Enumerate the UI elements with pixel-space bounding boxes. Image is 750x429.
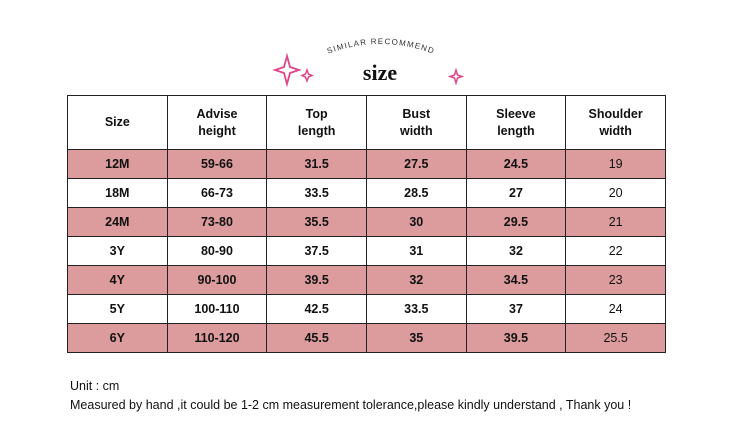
cell: 110-120 — [166, 323, 268, 353]
header-cell: Advise height — [166, 95, 268, 150]
header-cell: Sleeve length — [465, 95, 567, 150]
cell: 32 — [465, 236, 567, 266]
cell: 21 — [565, 207, 666, 237]
cell: 25.5 — [565, 323, 666, 353]
row: 18M 66-73 33.5 28.5 27 20 — [67, 178, 666, 208]
cell: 90-100 — [166, 265, 268, 295]
cell: 31 — [365, 236, 467, 266]
cell: 27.5 — [365, 149, 467, 179]
title: size — [363, 60, 397, 85]
cell: 66-73 — [166, 178, 268, 208]
row: 5Y 100-110 42.5 33.5 37 24 — [67, 294, 666, 324]
cell: 33.5 — [365, 294, 467, 324]
cell: 4Y — [67, 265, 168, 295]
header-cell: Shoulder width — [565, 95, 666, 150]
cell: 24 — [565, 294, 666, 324]
cell: 32 — [365, 265, 467, 295]
sparkle — [300, 67, 314, 84]
row: 3Y 80-90 37.5 31 32 22 — [67, 236, 666, 266]
cell: 45.5 — [266, 323, 367, 353]
header-cell: Bust width — [365, 95, 467, 150]
header-text: Advise — [196, 106, 238, 121]
header-text: height — [198, 123, 236, 138]
note: Unit : cm — [70, 379, 120, 393]
header-cell: Size — [67, 95, 168, 150]
row: 4Y 90-100 39.5 32 34.5 23 — [67, 265, 666, 295]
cell: 24.5 — [465, 149, 567, 179]
cell: 6Y — [67, 323, 168, 353]
cell: 24M — [67, 207, 168, 237]
header-text: Top — [305, 106, 328, 121]
cell: 34.5 — [465, 265, 567, 295]
cell: 37.5 — [266, 236, 367, 266]
cell: 30 — [365, 207, 467, 237]
cell: 3Y — [67, 236, 168, 266]
cell: 39.5 — [266, 265, 367, 295]
header-text: Sleeve — [496, 106, 536, 121]
sparkle — [447, 67, 465, 86]
cell: 37 — [465, 294, 567, 324]
header-text: width — [399, 123, 433, 138]
cell: 33.5 — [266, 178, 367, 208]
cell: 31.5 — [266, 149, 367, 179]
size-table: Size Advise height Top length Bust width Sleeve… — [67, 95, 666, 353]
cell: 27 — [465, 178, 567, 208]
cell: 80-90 — [166, 236, 268, 266]
cell: 59-66 — [166, 149, 268, 179]
cell: 73-80 — [166, 207, 268, 237]
cell: 18M — [67, 178, 168, 208]
header-text: Shoulder — [588, 106, 643, 121]
cell: 5Y — [67, 294, 168, 324]
cell: 23 — [565, 265, 666, 295]
cell: 20 — [565, 178, 666, 208]
cell: 39.5 — [465, 323, 567, 353]
header-text: Size — [104, 115, 130, 129]
sparkle — [272, 52, 302, 88]
header-text: width — [599, 123, 632, 138]
row: 24M 73-80 35.5 30 29.5 21 — [67, 207, 666, 237]
row: 6Y 110-120 45.5 35 39.5 25.5 — [67, 323, 666, 353]
cell: 22 — [565, 236, 666, 266]
cell: 100-110 — [166, 294, 268, 324]
cell: 42.5 — [266, 294, 367, 324]
header-text: Bust — [402, 106, 431, 121]
cell: 29.5 — [465, 207, 567, 237]
header-text: length — [497, 123, 535, 138]
row: 12M 59-66 31.5 27.5 24.5 19 — [67, 149, 666, 179]
subtitle: SIMILAR RECOMMEND — [326, 37, 435, 56]
cell: 28.5 — [365, 178, 467, 208]
cell: 35.5 — [266, 207, 367, 237]
header-text: length — [297, 123, 336, 138]
cell: 19 — [565, 149, 666, 179]
header: SIMILAR RECOMMEND size — [272, 37, 465, 88]
header-cell: Top length — [266, 95, 367, 150]
cell: 12M — [67, 149, 168, 179]
header-row: Size Advise height Top length Bust width Sleeve… — [67, 95, 666, 150]
cell: 35 — [365, 323, 467, 353]
subtitle-arc: SIMILAR RECOMMEND — [326, 37, 436, 56]
note: Measured by hand ,it could be 1-2 cm mea… — [70, 398, 632, 412]
